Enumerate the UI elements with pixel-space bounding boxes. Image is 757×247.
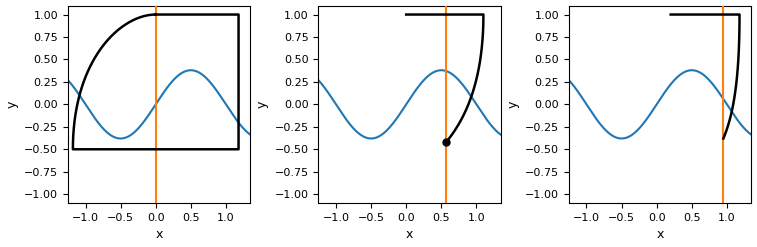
- Y-axis label: y: y: [506, 101, 519, 108]
- X-axis label: x: x: [406, 228, 413, 242]
- X-axis label: x: x: [656, 228, 664, 242]
- X-axis label: x: x: [155, 228, 163, 242]
- Y-axis label: y: y: [256, 101, 269, 108]
- Y-axis label: y: y: [5, 101, 19, 108]
